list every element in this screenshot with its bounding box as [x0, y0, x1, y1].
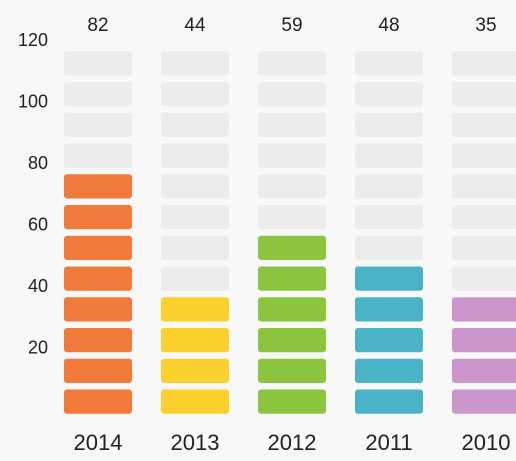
y-tick-label-80: 80	[28, 153, 48, 173]
bar-segment-empty-2010-10	[452, 112, 516, 137]
bar-segment-filled-2012-1	[258, 389, 326, 414]
bar-2014	[64, 51, 132, 414]
bar-segment-empty-2012-10	[258, 112, 326, 137]
bar-segment-empty-2013-11	[161, 82, 229, 107]
bar-segment-filled-2012-4	[258, 297, 326, 322]
y-tick-label-100: 100	[18, 92, 48, 112]
bar-segment-empty-2010-12	[452, 51, 516, 76]
bar-segment-filled-2013-1	[161, 389, 229, 414]
bar-segment-empty-2010-5	[452, 266, 516, 291]
category-labels: 2014 2013 2012 2011 2010	[74, 430, 511, 455]
y-tick-label-40: 40	[28, 276, 48, 296]
bar-segment-filled-2014-3	[64, 328, 132, 353]
bar-segment-filled-2014-1	[64, 389, 132, 414]
bar-segment-empty-2013-9	[161, 143, 229, 168]
bars-group	[64, 51, 516, 414]
bar-segment-filled-2011-5	[355, 266, 423, 291]
bar-segment-empty-2011-8	[355, 174, 423, 199]
bar-segment-empty-2014-12	[64, 51, 132, 76]
bar-segment-empty-2011-10	[355, 112, 423, 137]
bar-segment-empty-2012-9	[258, 143, 326, 168]
bar-segment-filled-2010-2	[452, 358, 516, 383]
bar-segment-empty-2010-7	[452, 205, 516, 230]
y-tick-label-120: 120	[18, 30, 48, 50]
bar-segment-filled-2011-2	[355, 358, 423, 383]
y-tick-label-20: 20	[28, 338, 48, 358]
bar-segment-filled-2010-3	[452, 328, 516, 353]
bar-segment-filled-2014-5	[64, 266, 132, 291]
bar-segment-empty-2013-12	[161, 51, 229, 76]
category-label-2014: 2014	[74, 430, 123, 455]
bar-segment-empty-2011-9	[355, 143, 423, 168]
bar-segment-empty-2012-11	[258, 82, 326, 107]
bar-segment-empty-2010-6	[452, 235, 516, 260]
bar-segment-filled-2014-2	[64, 358, 132, 383]
value-label-2012: 59	[281, 15, 302, 36]
bar-2013	[161, 51, 229, 414]
bar-segment-empty-2010-9	[452, 143, 516, 168]
bar-segment-empty-2010-11	[452, 82, 516, 107]
category-label-2011: 2011	[365, 430, 412, 455]
bar-segment-empty-2013-10	[161, 112, 229, 137]
bar-segment-empty-2014-9	[64, 143, 132, 168]
bar-segment-empty-2011-7	[355, 205, 423, 230]
bar-segment-empty-2011-6	[355, 235, 423, 260]
y-tick-label-60: 60	[28, 215, 48, 235]
bar-segment-filled-2014-4	[64, 297, 132, 322]
bar-segment-filled-2013-4	[161, 297, 229, 322]
category-label-2013: 2013	[171, 430, 220, 455]
value-label-2013: 44	[184, 15, 206, 36]
bar-segment-empty-2014-11	[64, 82, 132, 107]
bar-2012	[258, 51, 326, 414]
bar-segment-empty-2012-12	[258, 51, 326, 76]
bar-segment-empty-2013-6	[161, 235, 229, 260]
bar-segment-empty-2011-11	[355, 82, 423, 107]
bar-segment-filled-2012-3	[258, 328, 326, 353]
bar-segment-filled-2010-4	[452, 297, 516, 322]
value-label-2014: 82	[87, 15, 108, 36]
category-label-2010: 2010	[462, 430, 511, 455]
bar-segment-empty-2010-8	[452, 174, 516, 199]
bar-segment-filled-2013-3	[161, 328, 229, 353]
y-axis-ticks: 20 40 60 80 100 120	[18, 30, 48, 358]
bar-segment-filled-2014-7	[64, 205, 132, 230]
category-label-2012: 2012	[268, 430, 317, 455]
bar-segment-filled-2014-6	[64, 235, 132, 260]
bar-segment-empty-2014-10	[64, 112, 132, 137]
bar-segment-filled-2010-1	[452, 389, 516, 414]
bar-segment-filled-2012-6	[258, 235, 326, 260]
bar-segment-empty-2011-12	[355, 51, 423, 76]
bar-segment-empty-2013-8	[161, 174, 229, 199]
value-labels: 82 44 59 48 35	[87, 15, 496, 36]
bar-segment-filled-2014-8	[64, 174, 132, 199]
bar-segment-filled-2012-5	[258, 266, 326, 291]
bar-segment-empty-2013-7	[161, 205, 229, 230]
bar-segment-empty-2013-5	[161, 266, 229, 291]
bar-2011	[355, 51, 423, 414]
bar-segment-filled-2011-1	[355, 389, 423, 414]
bar-segment-filled-2011-4	[355, 297, 423, 322]
bar-segment-filled-2011-3	[355, 328, 423, 353]
bar-segment-filled-2013-2	[161, 358, 229, 383]
bar-2010	[452, 51, 516, 414]
bar-segment-filled-2012-2	[258, 358, 326, 383]
value-label-2010: 35	[475, 15, 496, 36]
bar-segment-empty-2012-7	[258, 205, 326, 230]
value-label-2011: 48	[378, 15, 399, 36]
bar-segment-empty-2012-8	[258, 174, 326, 199]
